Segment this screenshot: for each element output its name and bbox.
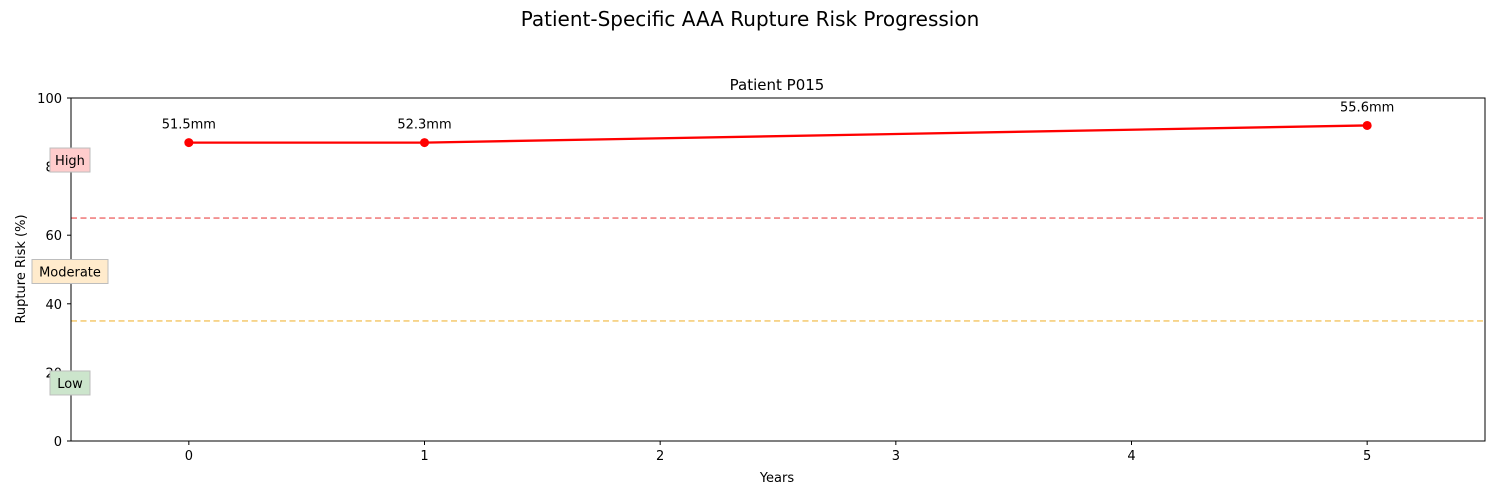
data-point (1362, 120, 1372, 130)
series-line-0 (188, 124, 1368, 144)
x-tick-label: 1 (420, 449, 428, 464)
x-tick-label: 5 (1363, 449, 1371, 464)
data-point (184, 138, 194, 148)
y-tick-label: 60 (45, 229, 62, 244)
y-tick-label: 0 (54, 435, 62, 450)
risk-zone-label-high: High (55, 154, 85, 169)
x-tick-label: 4 (1127, 449, 1135, 464)
y-tick-label: 40 (45, 298, 62, 313)
data-label: 51.5mm (162, 118, 216, 133)
plot-frame (70, 97, 1486, 442)
chart-title: Patient P015 (730, 76, 825, 94)
risk-zone-label-low: Low (57, 377, 83, 392)
plot-area: 012345020406080100HighModerateLow51.5mm5… (31, 92, 1486, 464)
data-point (420, 138, 429, 148)
risk-zone-label-moderate: Moderate (39, 266, 101, 281)
x-tick-label: 3 (892, 449, 900, 464)
y-axis-label: Rupture Risk (%) (14, 214, 29, 323)
x-tick-label: 2 (656, 449, 664, 464)
x-axis-label: Years (759, 471, 795, 486)
risk-zone-box-high (49, 147, 91, 173)
y-tick-label: 100 (37, 92, 62, 107)
risk-zone-box-moderate (31, 259, 109, 284)
data-label: 52.3mm (397, 118, 451, 133)
risk-zone-box-low (49, 370, 91, 396)
data-label: 55.6mm (1340, 100, 1394, 115)
figure-suptitle: Patient-Specific AAA Rupture Risk Progre… (521, 7, 980, 31)
x-tick-label: 0 (185, 449, 193, 464)
